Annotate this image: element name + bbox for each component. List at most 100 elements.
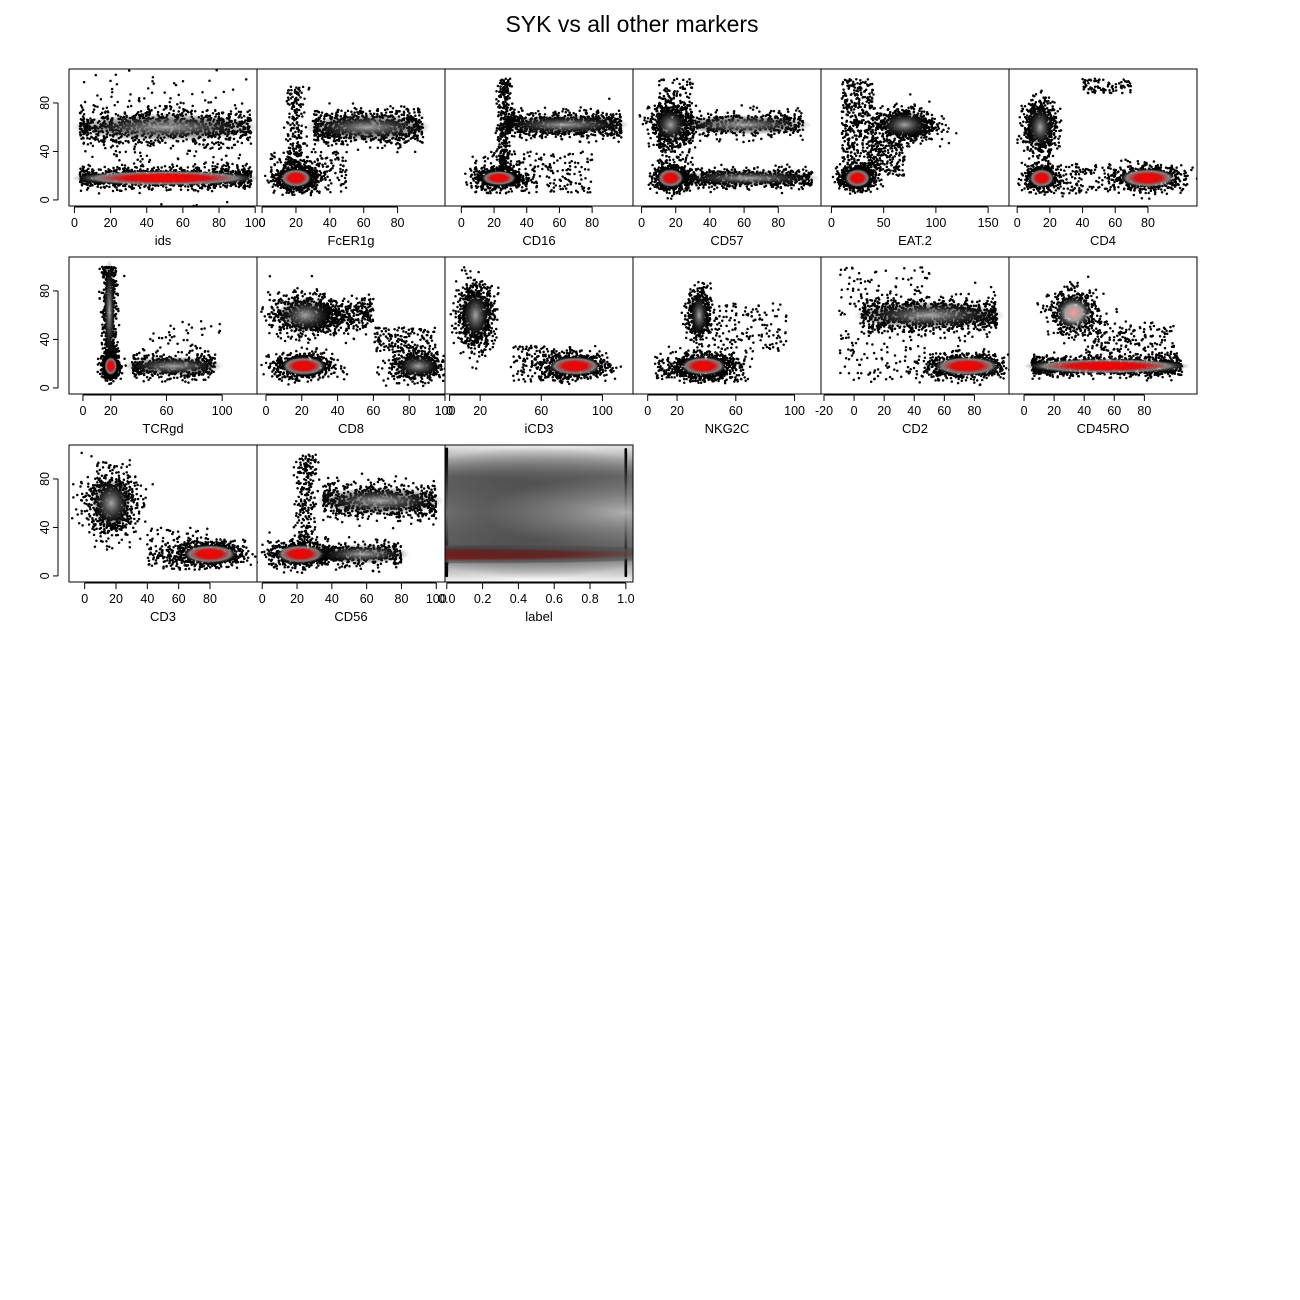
data-point [82, 80, 86, 84]
data-point [292, 105, 295, 108]
data-point [273, 163, 276, 167]
data-point [238, 136, 242, 140]
data-point [111, 189, 115, 193]
data-point [101, 107, 105, 110]
data-point [339, 170, 342, 174]
data-point [145, 154, 149, 157]
data-point [81, 167, 85, 171]
data-point [193, 162, 197, 166]
data-point [246, 110, 249, 114]
data-point [395, 143, 398, 146]
data-point [91, 155, 94, 159]
data-point [289, 85, 293, 89]
data-point [203, 99, 207, 102]
data-point [413, 137, 417, 141]
data-point [325, 170, 329, 173]
data-point [301, 159, 304, 163]
data-point [302, 141, 306, 145]
data-point [192, 168, 196, 172]
data-point [310, 189, 313, 193]
data-point [288, 149, 292, 153]
data-point [129, 104, 133, 108]
data-point [239, 110, 243, 114]
data-point [339, 190, 343, 193]
data-point [169, 147, 173, 150]
data-point [149, 144, 152, 148]
density-blob [71, 113, 257, 141]
data-point [214, 96, 217, 100]
data-point [177, 93, 180, 97]
data-point [147, 105, 150, 108]
data-point [219, 141, 223, 144]
data-point [83, 170, 86, 174]
data-point [339, 184, 343, 187]
data-point [330, 161, 333, 165]
data-point [340, 142, 343, 146]
data-point [196, 189, 200, 193]
data-point [226, 184, 229, 187]
data-point [298, 144, 302, 147]
data-point [172, 109, 175, 113]
data-point [206, 142, 210, 146]
data-point [285, 191, 288, 194]
data-point [320, 111, 324, 114]
data-point [406, 113, 409, 117]
data-point [99, 97, 103, 101]
data-point [408, 112, 411, 115]
data-point [184, 185, 187, 188]
data-point [402, 113, 406, 117]
data-point [271, 154, 274, 157]
data-point [297, 124, 300, 127]
data-point [178, 106, 181, 109]
data-point [165, 188, 168, 192]
data-point [344, 186, 348, 189]
data-point [139, 110, 143, 113]
data-point [222, 167, 225, 171]
data-point [237, 168, 240, 171]
data-point [295, 96, 298, 100]
data-point [192, 188, 196, 192]
data-point [132, 162, 136, 165]
data-point [295, 122, 299, 125]
data-point [296, 98, 300, 101]
data-point [123, 164, 127, 167]
data-point [344, 159, 347, 163]
data-point [194, 139, 197, 143]
data-point [85, 182, 89, 185]
data-point [304, 161, 308, 164]
y-tick-label: 0 [38, 196, 52, 203]
data-point [126, 169, 130, 172]
data-point [305, 155, 309, 159]
data-point [263, 174, 267, 178]
data-point [307, 187, 311, 191]
data-point [171, 144, 175, 148]
data-point [100, 111, 104, 115]
data-point [99, 168, 102, 171]
data-point [273, 189, 276, 193]
data-point [102, 143, 106, 147]
data-point [383, 144, 387, 147]
data-point [416, 108, 420, 112]
data-point [229, 110, 233, 113]
data-point [82, 116, 85, 120]
data-point [144, 111, 147, 115]
data-point [282, 185, 285, 188]
data-point [151, 187, 154, 190]
data-point [273, 151, 276, 155]
data-point [105, 184, 108, 188]
data-point [202, 143, 205, 146]
data-point [243, 185, 247, 188]
data-point [215, 69, 218, 72]
data-point [150, 109, 153, 112]
data-point [344, 180, 347, 184]
data-point [281, 193, 284, 197]
data-point [323, 170, 326, 174]
data-point [324, 114, 328, 117]
x-tick-label: 80 [391, 216, 405, 230]
data-point [221, 142, 225, 146]
data-point [227, 167, 230, 171]
data-point [398, 109, 401, 113]
data-point [237, 157, 241, 160]
data-point [82, 165, 86, 169]
